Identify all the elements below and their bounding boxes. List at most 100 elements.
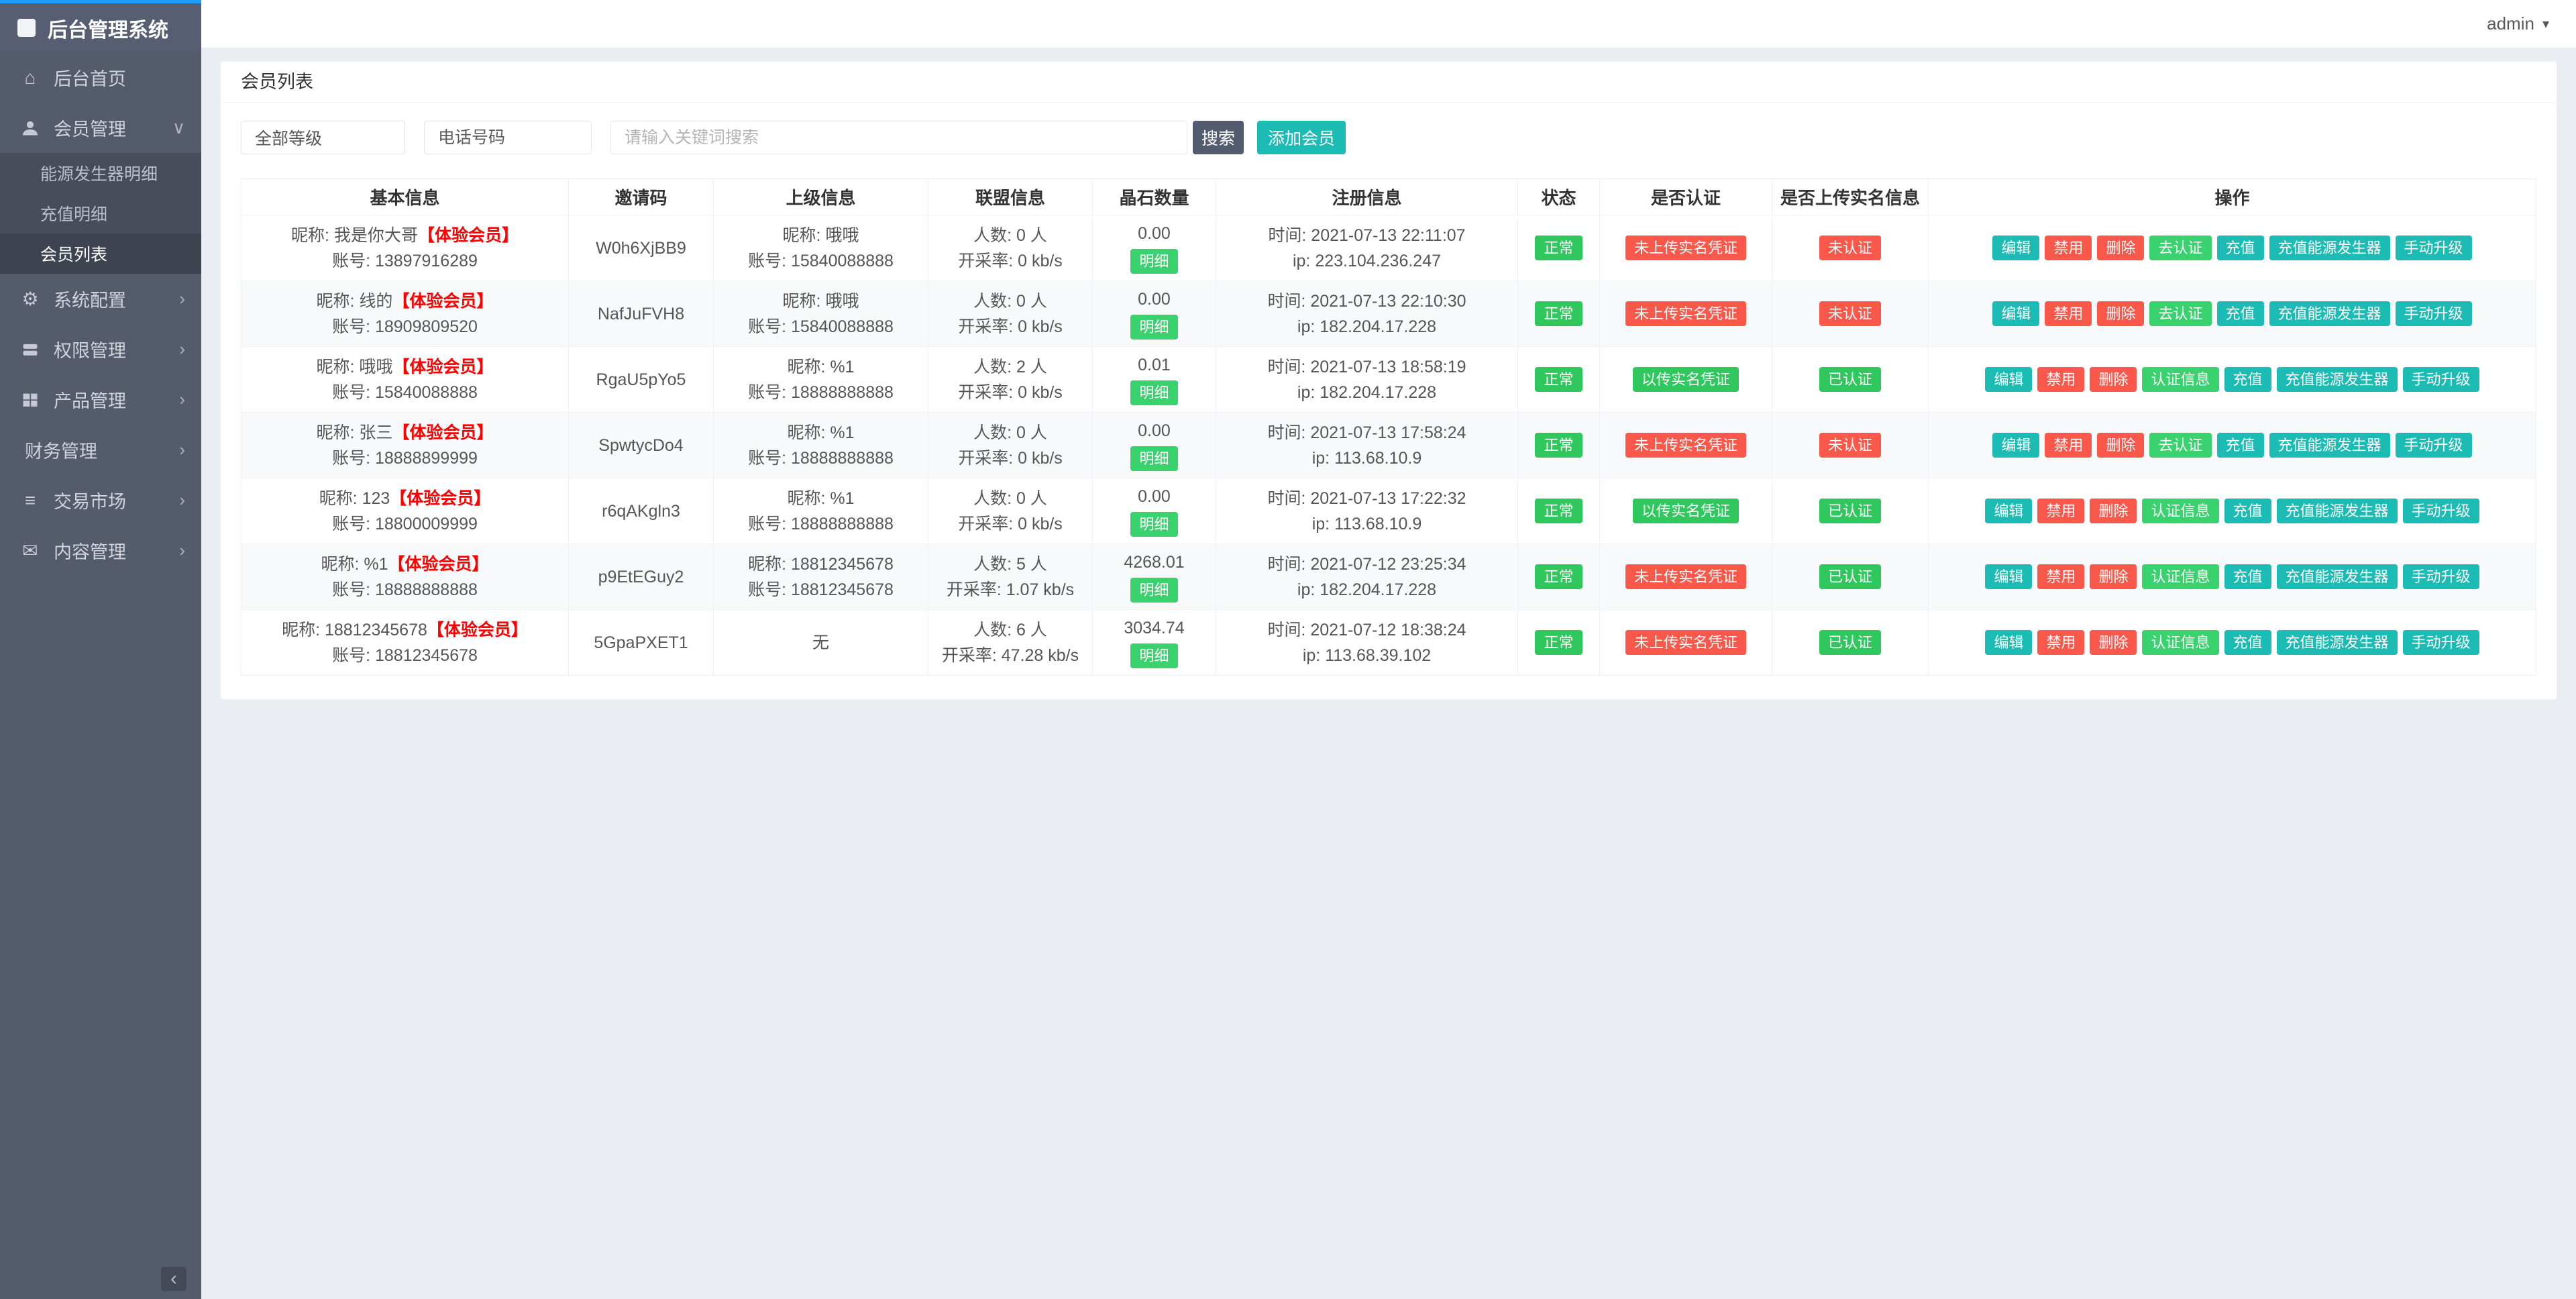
detail-button[interactable]: 明细 xyxy=(1130,249,1178,274)
sidebar-item-home[interactable]: ⌂ 后台首页 xyxy=(0,52,201,103)
sidebar-item-energy-generator-detail[interactable]: 能源发生器明细 xyxy=(0,153,201,193)
cert-info-button[interactable]: 认证信息 xyxy=(2142,564,2219,589)
invite-code-cell: r6qAKgln3 xyxy=(569,478,714,543)
detail-button[interactable]: 明细 xyxy=(1130,578,1178,603)
crystal-amount: 0.00 xyxy=(1138,487,1171,506)
status-badge: 正常 xyxy=(1535,564,1582,589)
table-row: 昵称: 哦哦【体验会员】 账号: 15840088888 RgaU5pYo5 昵称: … xyxy=(241,346,2536,412)
alliance-rate: 开采率: 0 kb/s xyxy=(958,317,1063,336)
realname-badge: 已认证 xyxy=(1819,367,1881,392)
delete-button[interactable]: 删除 xyxy=(2097,301,2145,326)
recharge-button[interactable]: 充值 xyxy=(2216,301,2264,326)
recharge-button[interactable]: 充值 xyxy=(2216,433,2264,458)
sidebar-collapse-button[interactable]: ‹ xyxy=(161,1267,186,1291)
member-basic-info-cell: 昵称: %1【体验会员】 账号: 18888888888 xyxy=(241,544,569,609)
edit-button[interactable]: 编辑 xyxy=(1985,367,2033,392)
actions-cell: 编辑 禁用 删除 去认证 充值 充值能源发生器 手动升级 xyxy=(1929,281,2536,346)
crystal-amount: 0.00 xyxy=(1138,421,1171,440)
manual-upgrade-button[interactable]: 手动升级 xyxy=(2402,630,2479,655)
manual-upgrade-button[interactable]: 手动升级 xyxy=(2402,367,2479,392)
phone-input[interactable] xyxy=(424,121,592,154)
delete-button[interactable]: 删除 xyxy=(2090,499,2137,523)
member-nickname: 昵称: 线的【体验会员】 xyxy=(316,291,494,311)
recharge-button[interactable]: 充值 xyxy=(2224,499,2271,523)
go-certify-button[interactable]: 去认证 xyxy=(2149,236,2212,260)
level-select[interactable]: 全部等级 xyxy=(241,121,405,154)
sidebar-item-member-list[interactable]: 会员列表 xyxy=(0,233,201,274)
detail-button[interactable]: 明细 xyxy=(1130,380,1178,405)
delete-button[interactable]: 删除 xyxy=(2090,630,2137,655)
member-account: 账号: 13897916289 xyxy=(332,251,478,270)
disable-button[interactable]: 禁用 xyxy=(2037,630,2085,655)
sidebar-item-system-config[interactable]: ⚙ 系统配置 › xyxy=(0,274,201,324)
edit-button[interactable]: 编辑 xyxy=(1992,301,2040,326)
invite-code: r6qAKgln3 xyxy=(602,501,680,521)
grid-icon xyxy=(19,391,42,409)
add-member-button[interactable]: 添加会员 xyxy=(1257,121,1346,154)
recharge-button[interactable]: 充值 xyxy=(2224,630,2271,655)
cert-info-button[interactable]: 认证信息 xyxy=(2142,630,2219,655)
edit-button[interactable]: 编辑 xyxy=(1985,499,2033,523)
detail-button[interactable]: 明细 xyxy=(1130,643,1178,668)
cert-info-button[interactable]: 认证信息 xyxy=(2142,499,2219,523)
disable-button[interactable]: 禁用 xyxy=(2037,499,2085,523)
status-cell: 正常 xyxy=(1518,544,1600,609)
alliance-rate: 开采率: 0 kb/s xyxy=(958,448,1063,468)
recharge-generator-button[interactable]: 充值能源发生器 xyxy=(2269,301,2390,326)
keyword-input[interactable] xyxy=(610,121,1187,154)
detail-button[interactable]: 明细 xyxy=(1130,446,1178,471)
manual-upgrade-button[interactable]: 手动升级 xyxy=(2395,301,2472,326)
edit-button[interactable]: 编辑 xyxy=(1985,630,2033,655)
sidebar-item-member-mgmt[interactable]: 会员管理 ∨ xyxy=(0,103,201,153)
delete-button[interactable]: 删除 xyxy=(2097,433,2145,458)
recharge-generator-button[interactable]: 充值能源发生器 xyxy=(2269,433,2390,458)
status-cell: 正常 xyxy=(1518,413,1600,478)
sidebar-item-finance-mgmt[interactable]: 财务管理 › xyxy=(0,425,201,475)
recharge-generator-button[interactable]: 充值能源发生器 xyxy=(2269,236,2390,260)
crystal-amount: 0.00 xyxy=(1138,290,1171,309)
disable-button[interactable]: 禁用 xyxy=(2045,236,2092,260)
sidebar-item-permission-mgmt[interactable]: 权限管理 › xyxy=(0,324,201,374)
alliance-info-cell: 人数: 0 人开采率: 0 kb/s xyxy=(928,478,1093,543)
sidebar-item-content-mgmt[interactable]: ✉ 内容管理 › xyxy=(0,525,201,576)
recharge-button[interactable]: 充值 xyxy=(2224,564,2271,589)
recharge-generator-button[interactable]: 充值能源发生器 xyxy=(2276,499,2398,523)
disable-button[interactable]: 禁用 xyxy=(2045,433,2092,458)
sidebar-item-product-mgmt[interactable]: 产品管理 › xyxy=(0,374,201,425)
topbar: admin ▾ xyxy=(201,0,2576,48)
go-certify-button[interactable]: 去认证 xyxy=(2149,301,2212,326)
manual-upgrade-button[interactable]: 手动升级 xyxy=(2395,236,2472,260)
user-menu[interactable]: admin xyxy=(2487,13,2534,34)
cert-info-button[interactable]: 认证信息 xyxy=(2142,367,2219,392)
manual-upgrade-button[interactable]: 手动升级 xyxy=(2402,499,2479,523)
search-button[interactable]: 搜索 xyxy=(1193,121,1244,154)
go-certify-button[interactable]: 去认证 xyxy=(2149,433,2212,458)
sidebar-item-recharge-detail[interactable]: 充值明细 xyxy=(0,193,201,233)
member-level: 【体验会员】 xyxy=(392,423,494,442)
crystal-amount: 0.00 xyxy=(1138,224,1171,243)
edit-button[interactable]: 编辑 xyxy=(1992,236,2040,260)
invite-code: W0h6XjBB9 xyxy=(596,238,686,258)
sidebar-item-trade-market[interactable]: ≡ 交易市场 › xyxy=(0,475,201,525)
delete-button[interactable]: 删除 xyxy=(2097,236,2145,260)
sidebar-item-label: 会员管理 xyxy=(54,119,126,140)
disable-button[interactable]: 禁用 xyxy=(2045,301,2092,326)
disable-button[interactable]: 禁用 xyxy=(2037,367,2085,392)
recharge-button[interactable]: 充值 xyxy=(2216,236,2264,260)
recharge-button[interactable]: 充值 xyxy=(2224,367,2271,392)
parent-info-cell: 昵称: 哦哦 账号: 15840088888 xyxy=(714,215,928,280)
edit-button[interactable]: 编辑 xyxy=(1992,433,2040,458)
detail-button[interactable]: 明细 xyxy=(1130,512,1178,537)
delete-button[interactable]: 删除 xyxy=(2090,367,2137,392)
col-header-alliance-info: 联盟信息 xyxy=(928,179,1093,215)
recharge-generator-button[interactable]: 充值能源发生器 xyxy=(2276,367,2398,392)
recharge-generator-button[interactable]: 充值能源发生器 xyxy=(2276,564,2398,589)
col-header-crystal-count: 晶石数量 xyxy=(1093,179,1216,215)
delete-button[interactable]: 删除 xyxy=(2090,564,2137,589)
manual-upgrade-button[interactable]: 手动升级 xyxy=(2395,433,2472,458)
detail-button[interactable]: 明细 xyxy=(1130,315,1178,340)
recharge-generator-button[interactable]: 充值能源发生器 xyxy=(2276,630,2398,655)
manual-upgrade-button[interactable]: 手动升级 xyxy=(2402,564,2479,589)
disable-button[interactable]: 禁用 xyxy=(2037,564,2085,589)
edit-button[interactable]: 编辑 xyxy=(1985,564,2033,589)
